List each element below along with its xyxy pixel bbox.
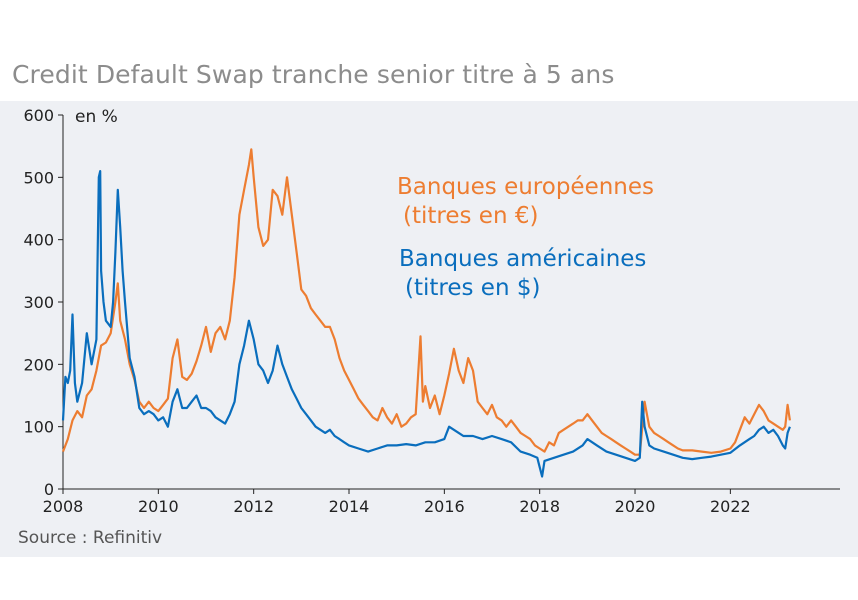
y-tick-label: 0 bbox=[44, 480, 54, 499]
y-tick-label: 100 bbox=[23, 418, 54, 437]
y-tick-label: 400 bbox=[23, 231, 54, 250]
x-tick-label: 2016 bbox=[424, 497, 465, 516]
y-tick-label: 300 bbox=[23, 293, 54, 312]
x-tick-label: 2012 bbox=[233, 497, 274, 516]
y-tick-label: 200 bbox=[23, 355, 54, 374]
source-note: Source : Refinitiv bbox=[18, 528, 163, 548]
series-labels: Banques européennes (titres en €) Banques … bbox=[397, 174, 654, 301]
chart-panel bbox=[0, 101, 858, 557]
x-tick-label: 2008 bbox=[43, 497, 84, 516]
y-tick-label: 600 bbox=[23, 106, 54, 125]
chart-title: Credit Default Swap tranche senior titre… bbox=[12, 60, 615, 89]
x-tick-label: 2022 bbox=[710, 497, 751, 516]
series-line-us-banks bbox=[61, 170, 791, 478]
unit-label: en % bbox=[75, 107, 118, 127]
x-tick-label: 2010 bbox=[138, 497, 179, 516]
series-label-european-banks: Banques européennes bbox=[397, 174, 654, 200]
x-tick-label: 2020 bbox=[615, 497, 656, 516]
series-sublabel-us-banks: (titres en $) bbox=[405, 275, 540, 301]
series-lines bbox=[61, 148, 791, 478]
series-label-us-banks: Banques américaines bbox=[399, 246, 646, 272]
series-line-european-banks bbox=[61, 148, 791, 456]
x-tick-label: 2014 bbox=[329, 497, 370, 516]
axes: 0 100 200 300 400 500 600 2008 2010 2012 2014 2016 2… bbox=[23, 106, 840, 516]
x-tick-label: 2018 bbox=[519, 497, 560, 516]
y-tick-label: 500 bbox=[23, 168, 54, 187]
series-sublabel-european-banks: (titres en €) bbox=[403, 203, 538, 229]
